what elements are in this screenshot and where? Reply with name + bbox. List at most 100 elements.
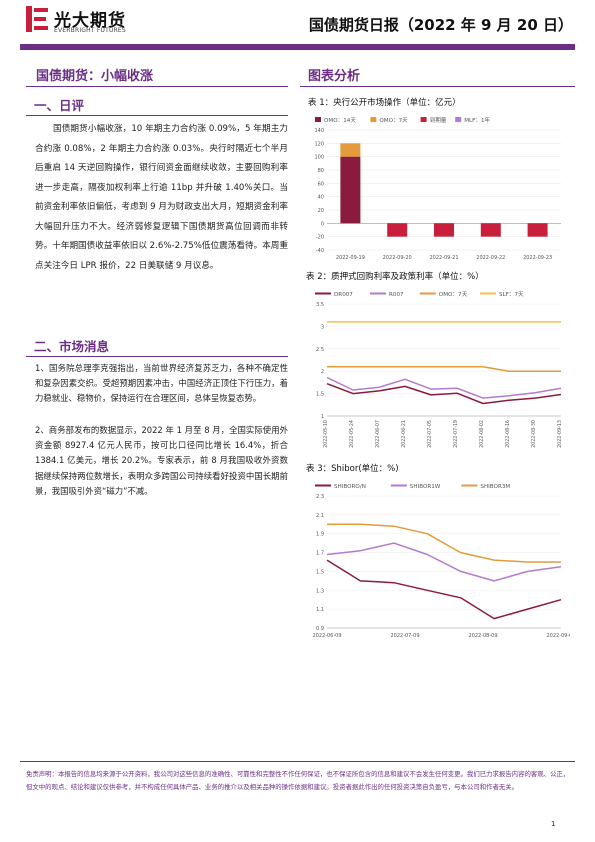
x-tick-label: 2022-09-13: [557, 420, 563, 448]
y-tick-label: 80: [318, 168, 324, 174]
legend-item: OMO：14天: [315, 117, 356, 124]
x-tick-label: 2022-08-02: [479, 420, 485, 448]
logo-icon: [26, 6, 48, 32]
chart-title-shibor: 表 3：Shibor(单位：%): [306, 464, 399, 474]
series-line: [326, 542, 562, 582]
y-tick-label: 2: [321, 369, 324, 375]
legend-item: 到期量: [420, 117, 447, 124]
y-tick-label: 40: [318, 195, 324, 201]
y-tick-label: 1.9: [316, 532, 324, 538]
chart-section-title: 图表分析: [308, 69, 361, 84]
news-item-1: 1、国务院总理李克强指出，当前世界经济复苏乏力，各种不确定性和复杂因素交织。受超…: [35, 363, 288, 404]
news-item-2: 2、商务部发布的数据显示，2022 年 1 月至 8 月，全国实际使用外资金额 …: [35, 425, 288, 496]
legend-label: OMO：7天: [439, 291, 468, 298]
y-tick-label: 120: [314, 141, 324, 147]
x-tick-label: 2022-07-09: [390, 633, 419, 639]
report-title: 国债期货日报（2022 年 9 月 20 日）: [308, 16, 573, 34]
divider: [26, 115, 288, 116]
legend-label: SHIBORO/N: [334, 484, 366, 490]
x-tick-label: 2022-08-30: [531, 420, 537, 448]
header-bar: [20, 44, 575, 50]
y-tick-label: 2.1: [316, 513, 324, 519]
divider: [300, 86, 575, 87]
x-tick-label: 2022-09-20: [383, 255, 412, 261]
legend-swatch: [420, 117, 427, 122]
series-line: [327, 523, 561, 563]
y-tick-label: 140: [314, 128, 324, 134]
legend-item: OMO：7天: [419, 291, 468, 298]
repo-rate-chart: DR007 R007 OMO：7天 SLF：7天 1 1.5 2 2.5 3 3.5 2022-05…: [315, 291, 563, 448]
bar: [340, 156, 361, 224]
section-title-news: 二、市场消息: [34, 339, 110, 354]
x-tick-label: 2022-09-09: [546, 633, 570, 639]
legend-swatch: [315, 117, 321, 122]
y-tick-label: 60: [318, 181, 324, 187]
x-tick-label: 2022-09-22: [476, 255, 505, 261]
footer-divider: [20, 761, 575, 762]
legend-label: 到期量: [430, 117, 447, 124]
legend-item: R007: [370, 292, 404, 298]
brand-name-en: EVERBRIGHT FUTURES: [54, 27, 126, 34]
legend-item: SHIBOR1W: [390, 484, 441, 490]
x-tick-label: 2022-09-23: [523, 255, 552, 261]
y-tick-label: 1: [321, 414, 324, 420]
y-tick-label: 0: [321, 221, 324, 227]
series-line: [326, 382, 562, 405]
x-tick-label: 2022-06-09: [312, 633, 341, 639]
series-line: [327, 365, 561, 372]
review-paragraph: 国债期货小幅收涨，10 年期主力合约涨 0.09%，5 年期主力合约涨 0.08…: [35, 124, 288, 271]
brand-name: 光大期货: [54, 11, 126, 31]
page-number: 1: [551, 820, 556, 828]
legend-label: SHIBOR1W: [410, 484, 441, 490]
y-tick-label: 100: [314, 155, 324, 161]
legend-label: OMO：7天: [379, 117, 408, 124]
y-tick-label: 1.7: [316, 551, 324, 557]
x-tick-label: 2022-08-16: [505, 420, 511, 448]
y-tick-label: 3.5: [316, 302, 324, 308]
y-tick-label: -40: [316, 248, 324, 254]
x-tick-label: 2022-09-21: [429, 255, 458, 261]
bar: [434, 223, 454, 237]
series-line: [326, 559, 562, 620]
bar: [340, 143, 361, 157]
y-tick-label: 1.5: [316, 392, 324, 398]
bar: [527, 223, 548, 237]
divider: [26, 356, 288, 357]
x-tick-label: 2022-08-09: [468, 633, 497, 639]
omo-chart: OMO：14天 OMO：7天 到期量 MLF：1年 -40 -20 0 20 40 60 80 100…: [314, 116, 561, 261]
legend-label: SLF：7天: [499, 291, 524, 298]
legend-item: MLF：1年: [455, 116, 491, 124]
legend-item: SHIBOR3M: [461, 484, 510, 490]
x-tick-label: 2022-06-21: [401, 420, 407, 448]
y-tick-label: -20: [316, 235, 324, 241]
y-tick-label: 2.5: [316, 347, 324, 353]
legend-item: OMO：7天: [370, 117, 408, 124]
y-tick-label: 1.5: [316, 569, 324, 575]
legend-item: SHIBORO/N: [315, 484, 366, 490]
y-tick-label: 3: [321, 324, 324, 330]
series-line: [326, 376, 562, 399]
legend-label: DR007: [334, 292, 353, 298]
y-tick-label: 20: [318, 208, 324, 214]
y-tick-label: 2.3: [316, 494, 324, 500]
shibor-chart: SHIBORO/N SHIBOR1W SHIBOR3M 0.9 1.1 1.3 1.5 1.7…: [312, 484, 570, 639]
legend-item: SLF：7天: [480, 291, 524, 298]
x-tick-label: 2022-07-19: [453, 420, 459, 448]
legend-label: MLF：1年: [464, 116, 490, 124]
bar: [480, 223, 501, 237]
legend-item: DR007: [315, 292, 353, 298]
x-tick-label: 2022-05-24: [349, 420, 355, 448]
bar: [387, 223, 408, 237]
x-tick-label: 2022-07-05: [427, 420, 433, 448]
disclaimer: 免责声明：本报告的信息均来源于公开资料，我公司对这些信息的准确性、可靠性和完整性…: [26, 770, 570, 791]
legend-swatch: [370, 117, 377, 122]
article-title: 国债期货：小幅收涨: [36, 69, 154, 84]
x-tick-label: 2022-06-07: [375, 420, 381, 448]
x-tick-label: 2022-05-10: [323, 420, 329, 448]
legend-swatch: [455, 117, 462, 122]
y-tick-label: 1.1: [316, 607, 324, 613]
y-tick-label: 0.9: [316, 626, 324, 632]
x-tick-label: 2022-09-19: [336, 255, 365, 261]
y-tick-label: 1.3: [316, 588, 324, 594]
legend-label: R007: [389, 292, 404, 298]
